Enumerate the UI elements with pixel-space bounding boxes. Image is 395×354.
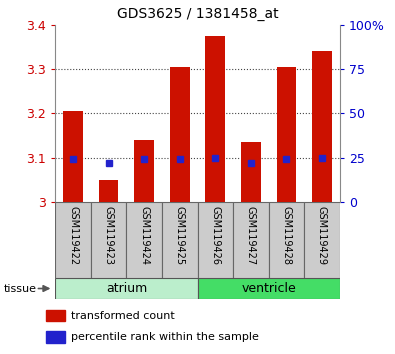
Bar (55, 278, 198, 299)
Bar (134, 140, 154, 202)
Bar (241, 142, 261, 202)
Bar (198, 278, 340, 299)
Text: GSM119422: GSM119422 (68, 206, 78, 265)
Bar (304, 202, 340, 278)
Bar (312, 51, 332, 202)
Bar (162, 202, 198, 278)
Bar (46, 331, 65, 343)
Text: transformed count: transformed count (71, 311, 175, 321)
Bar (276, 67, 296, 202)
Bar (170, 67, 190, 202)
Bar (63, 111, 83, 202)
Bar (269, 202, 304, 278)
Text: GSM119425: GSM119425 (175, 206, 185, 265)
Bar (233, 202, 269, 278)
Text: GSM119429: GSM119429 (317, 206, 327, 264)
Text: percentile rank within the sample: percentile rank within the sample (71, 332, 259, 342)
Bar (91, 202, 126, 278)
Text: GSM119423: GSM119423 (103, 206, 114, 264)
Bar (198, 202, 233, 278)
Bar (55, 202, 91, 278)
Bar (99, 180, 118, 202)
Bar (126, 202, 162, 278)
Text: GSM119428: GSM119428 (281, 206, 292, 264)
Text: tissue: tissue (4, 284, 37, 293)
Text: GSM119426: GSM119426 (210, 206, 220, 264)
Text: GSM119424: GSM119424 (139, 206, 149, 264)
Bar (46, 309, 65, 321)
Title: GDS3625 / 1381458_at: GDS3625 / 1381458_at (117, 7, 278, 21)
Bar (205, 36, 225, 202)
Text: ventricle: ventricle (241, 282, 296, 295)
Text: GSM119427: GSM119427 (246, 206, 256, 265)
Text: atrium: atrium (106, 282, 147, 295)
